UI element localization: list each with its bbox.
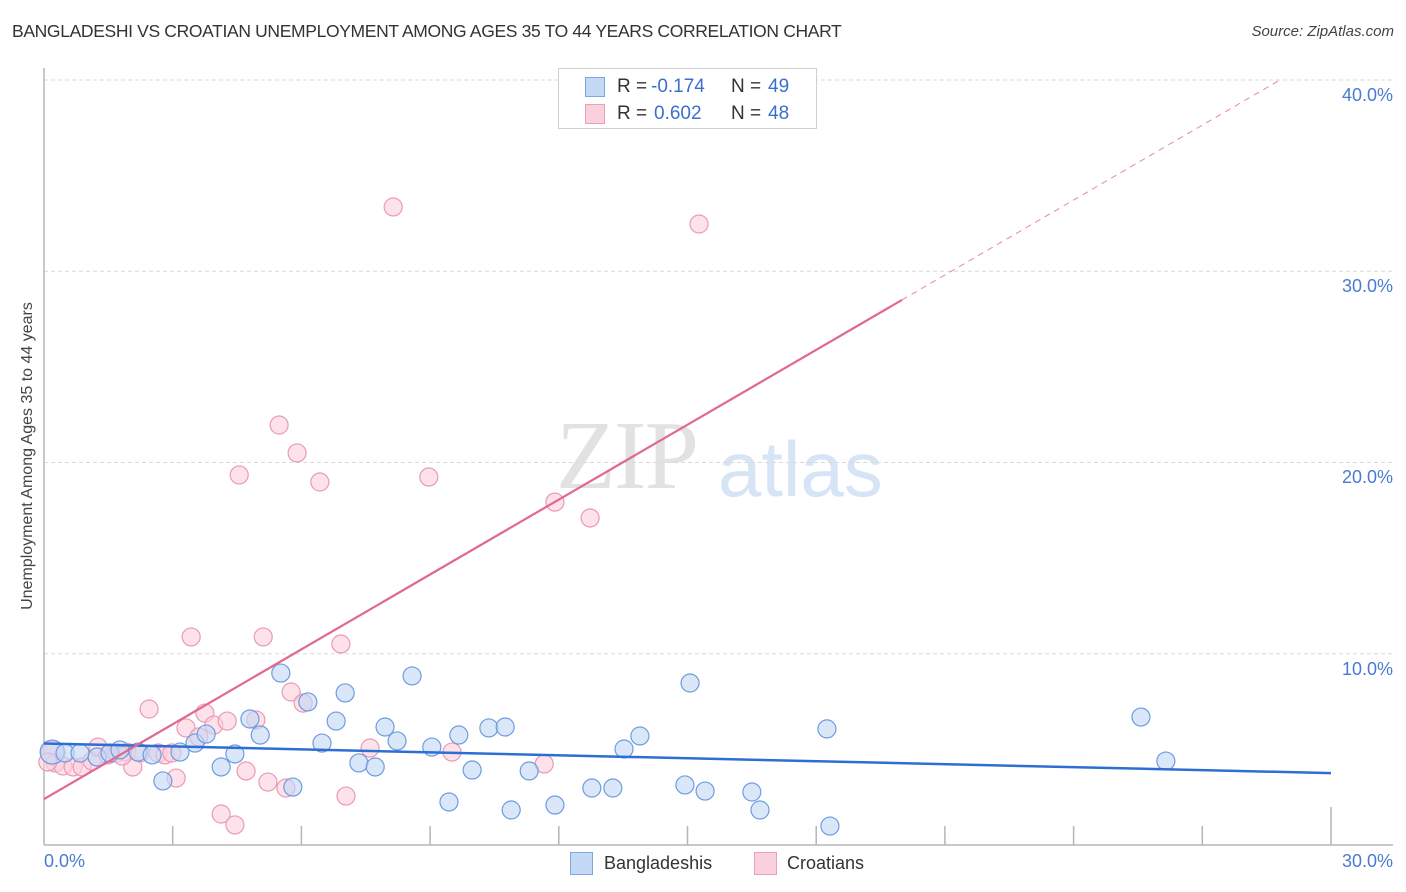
bangladeshis-point bbox=[375, 717, 395, 737]
bangladeshis-point bbox=[298, 692, 318, 712]
bangladeshis-point bbox=[750, 800, 770, 820]
bangladeshis-point bbox=[402, 666, 422, 686]
y-axis-label: Unemployment Among Ages 35 to 44 years bbox=[19, 302, 36, 610]
bangladeshis-point bbox=[545, 795, 565, 815]
bangladeshis-point bbox=[387, 731, 407, 751]
croatians-point bbox=[310, 472, 330, 492]
bangladeshis-point bbox=[462, 760, 482, 780]
r-value: -0.174 bbox=[651, 76, 705, 97]
watermark-zip: ZIP bbox=[556, 402, 699, 510]
y-tick-10: 10.0% bbox=[1341, 659, 1393, 679]
chart-title: BANGLADESHI VS CROATIAN UNEMPLOYMENT AMO… bbox=[12, 21, 842, 41]
croatians-points bbox=[38, 197, 709, 835]
croatians-point bbox=[336, 786, 356, 806]
legend-bangladeshis[interactable]: Bangladeshis bbox=[604, 853, 713, 873]
croatians-trend-line bbox=[43, 298, 903, 801]
bangladeshis-point bbox=[349, 753, 369, 773]
bangladeshis-point bbox=[225, 744, 245, 764]
bangladeshis-swatch-icon bbox=[585, 77, 605, 97]
bangladeshis-point bbox=[449, 725, 469, 745]
y-tick-40: 40.0% bbox=[1341, 85, 1393, 105]
croatians-point bbox=[689, 214, 709, 234]
croatians-point bbox=[419, 467, 439, 487]
n-label: N = bbox=[731, 103, 762, 124]
bangladeshis-point bbox=[582, 778, 602, 798]
bangladeshis-point bbox=[211, 757, 231, 777]
bangladeshis-point bbox=[603, 778, 623, 798]
croatians-trend-extension bbox=[901, 80, 1279, 301]
bangladeshis-point bbox=[630, 726, 650, 746]
r-value: 0.602 bbox=[654, 103, 702, 124]
croatians-point bbox=[181, 627, 201, 647]
bangladeshis-points bbox=[39, 663, 1176, 836]
bangladeshis-point bbox=[196, 724, 216, 744]
croatians-point bbox=[281, 682, 301, 702]
bangladeshis-point bbox=[1156, 751, 1176, 771]
croatians-point bbox=[383, 197, 403, 217]
bangladeshis-point bbox=[110, 740, 130, 760]
bangladeshis-point bbox=[695, 781, 715, 801]
y-tick-30: 30.0% bbox=[1341, 276, 1393, 296]
bangladeshis-trend-line bbox=[43, 742, 1332, 775]
r-label: R = bbox=[617, 103, 648, 124]
legend-croatians-swatch-icon bbox=[754, 852, 777, 875]
croatians-point bbox=[360, 738, 380, 758]
bangladeshis-point bbox=[817, 719, 837, 739]
bangladeshis-point bbox=[439, 792, 459, 812]
bangladeshis-point bbox=[335, 683, 355, 703]
croatians-point bbox=[331, 634, 351, 654]
legend-bangladeshis-swatch-icon bbox=[570, 852, 593, 875]
croatians-point bbox=[211, 804, 231, 824]
bangladeshis-point bbox=[142, 745, 162, 765]
bangladeshis-point bbox=[1131, 707, 1151, 727]
bangladeshis-point bbox=[70, 743, 90, 763]
axes bbox=[43, 68, 1393, 846]
bangladeshis-point bbox=[271, 663, 291, 683]
n-value: 49 bbox=[768, 76, 790, 97]
bangladeshis-point bbox=[153, 771, 173, 791]
bangladeshis-point bbox=[240, 709, 260, 729]
croatians-swatch-icon bbox=[585, 104, 605, 124]
croatians-point bbox=[225, 815, 245, 835]
source-label: Source: ZipAtlas.com bbox=[1251, 23, 1394, 40]
y-tick-20: 20.0% bbox=[1341, 467, 1393, 487]
bangladeshis-point bbox=[250, 725, 270, 745]
bangladeshis-point bbox=[365, 757, 385, 777]
x-tick-min: 0.0% bbox=[44, 851, 86, 871]
n-label: N = bbox=[731, 76, 762, 97]
x-tick-max: 30.0% bbox=[1341, 851, 1393, 871]
croatians-point bbox=[287, 443, 307, 463]
bangladeshis-point bbox=[742, 782, 762, 802]
croatians-point bbox=[258, 772, 278, 792]
bangladeshis-point bbox=[614, 739, 634, 759]
bangladeshis-point bbox=[820, 816, 840, 836]
croatians-point bbox=[580, 508, 600, 528]
croatians-point bbox=[139, 699, 159, 719]
watermark-atlas: atlas bbox=[718, 425, 883, 513]
stats-legend: R = -0.174 N = 49 R = 0.602 N = 48 bbox=[558, 68, 817, 129]
croatians-point bbox=[269, 415, 289, 435]
bangladeshis-point bbox=[283, 777, 303, 797]
bangladeshis-point bbox=[479, 718, 499, 738]
bangladeshis-point bbox=[326, 711, 346, 731]
croatians-point bbox=[236, 761, 256, 781]
bangladeshis-point bbox=[680, 673, 700, 693]
bangladeshis-point bbox=[312, 733, 332, 753]
bangladeshis-point bbox=[501, 800, 521, 820]
croatians-point bbox=[229, 465, 249, 485]
bangladeshis-point bbox=[519, 761, 539, 781]
croatians-point bbox=[253, 627, 273, 647]
bangladeshis-point bbox=[495, 717, 515, 737]
croatians-point bbox=[217, 711, 237, 731]
gridlines bbox=[44, 79, 1393, 655]
legend-croatians[interactable]: Croatians bbox=[787, 853, 865, 873]
r-label: R = bbox=[617, 76, 648, 97]
bangladeshis-point bbox=[675, 775, 695, 795]
trend-lines bbox=[43, 80, 1332, 801]
n-value: 48 bbox=[768, 103, 790, 124]
